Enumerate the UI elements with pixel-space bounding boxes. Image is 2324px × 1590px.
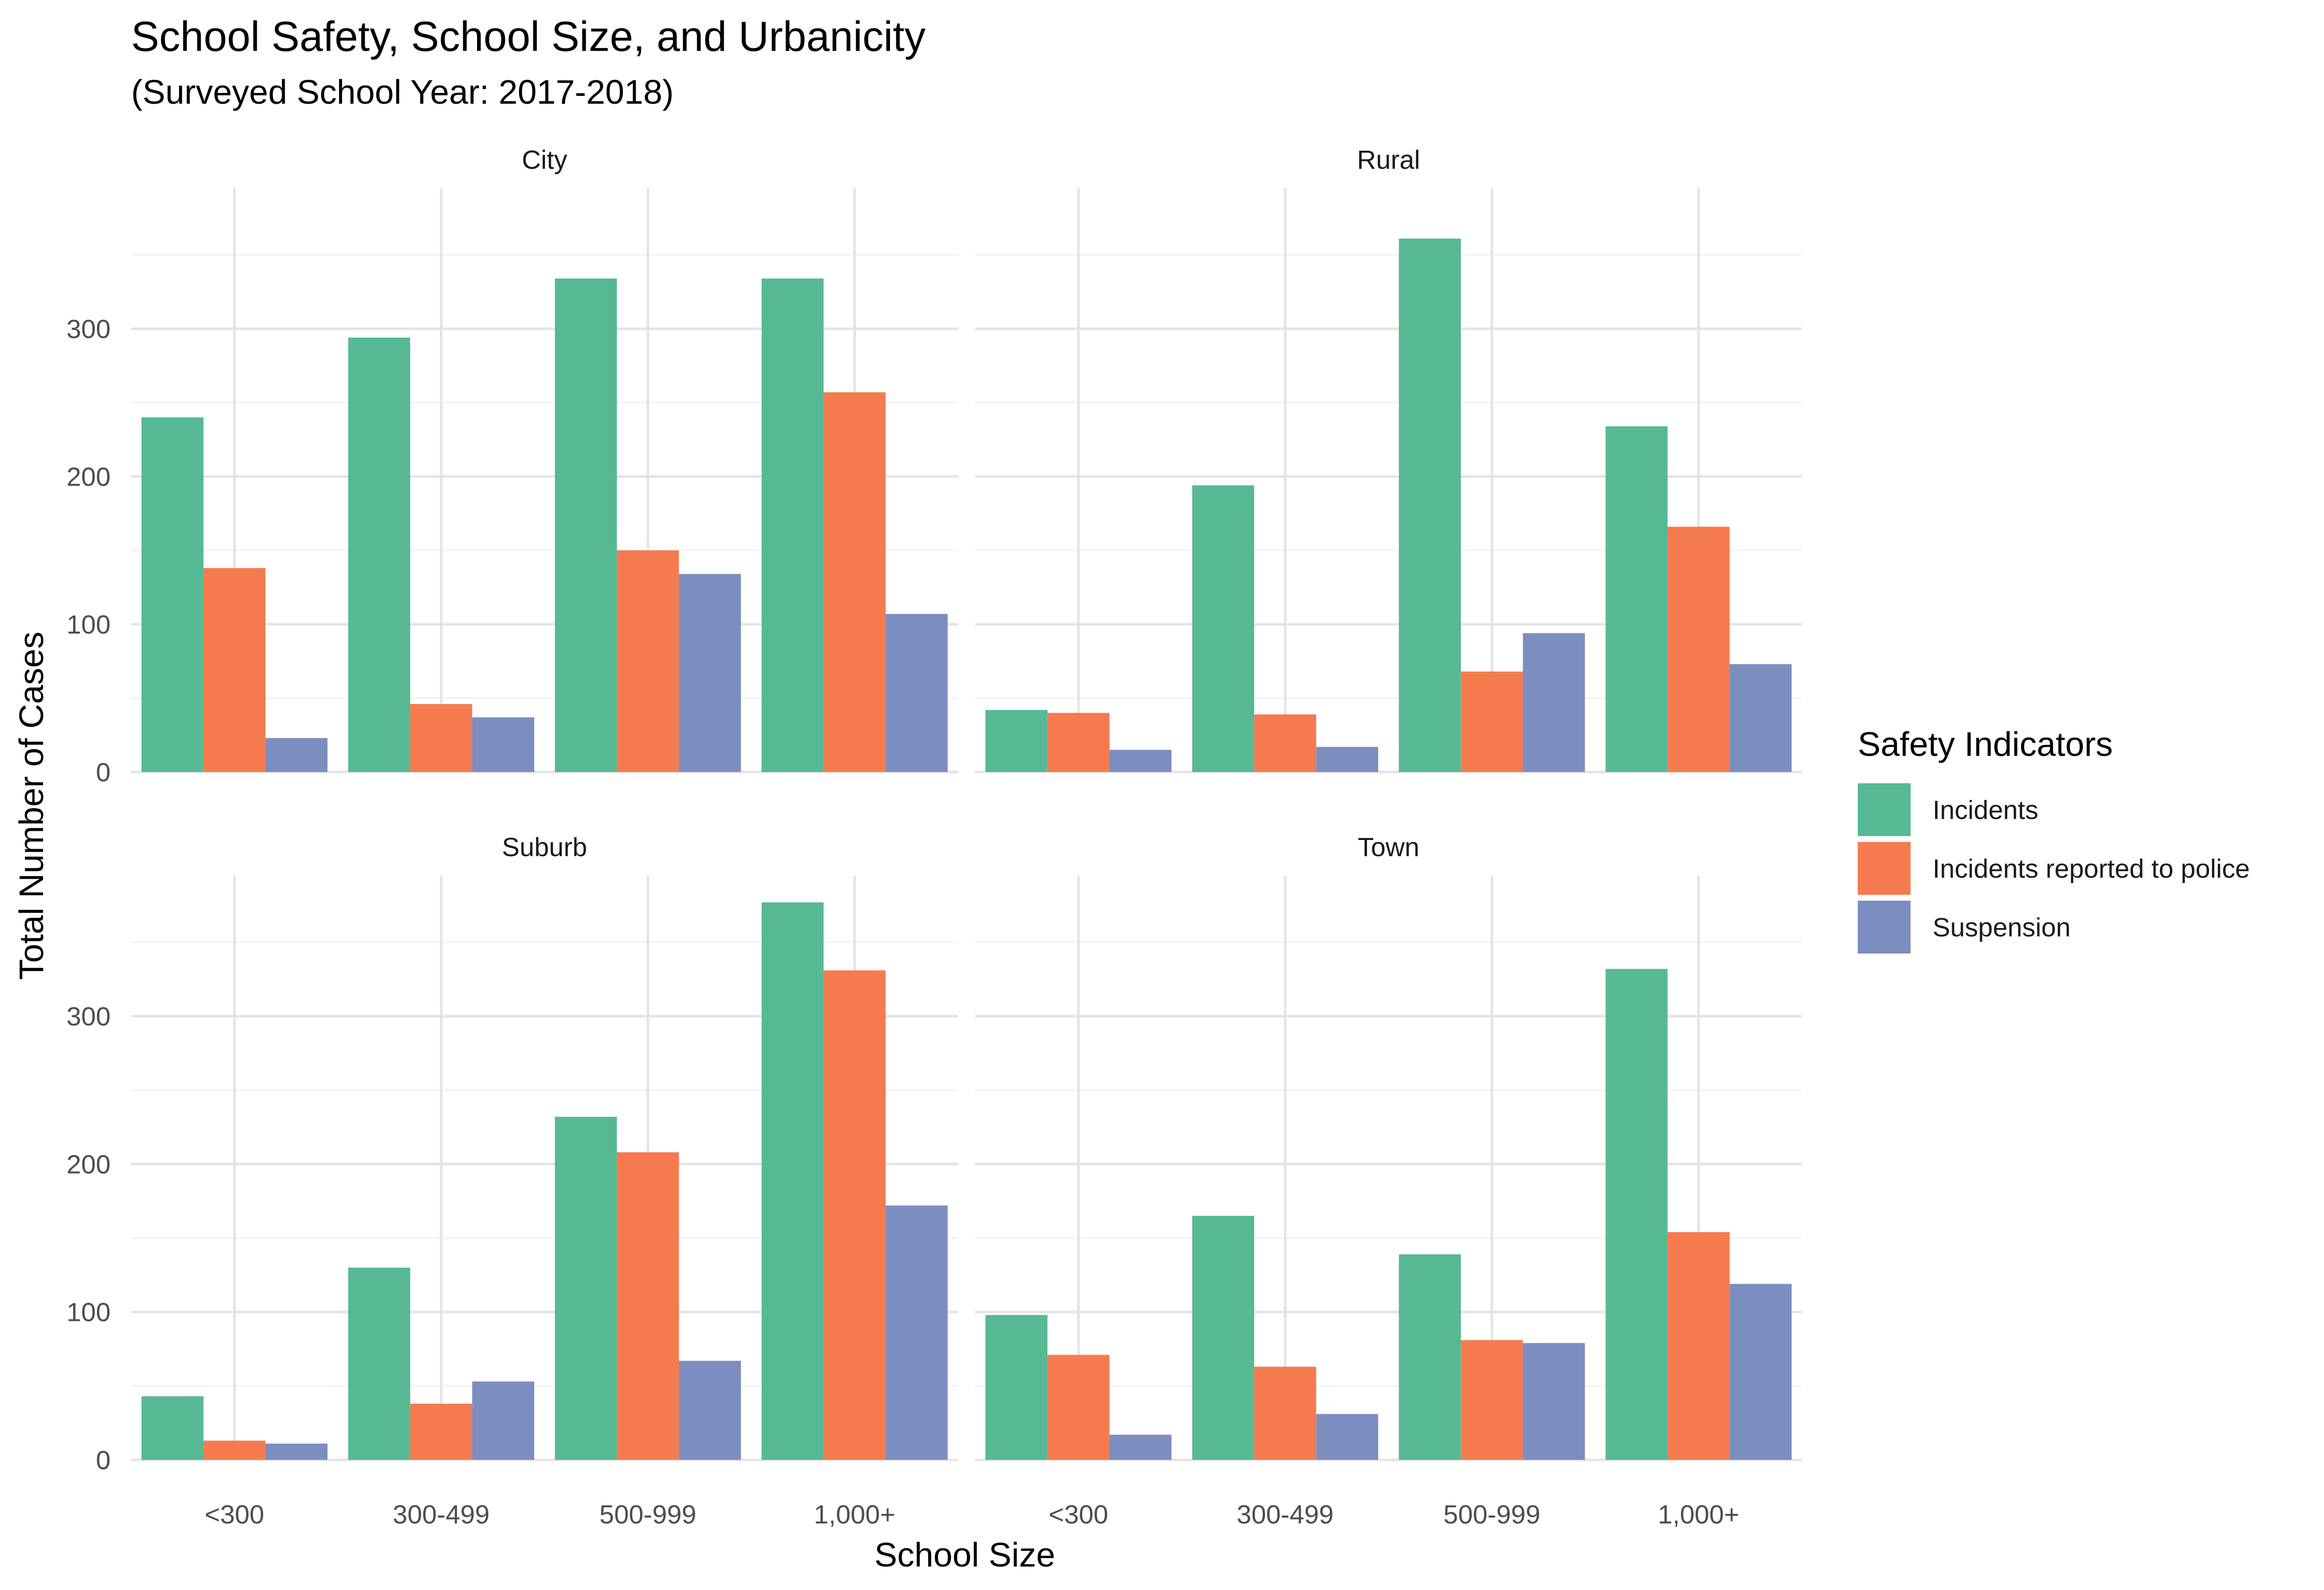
x-tick-label: <300 [205,1500,264,1529]
facet-panel-suburb: Suburb 0 100 200 300 <300 300-499 500-999 1,000+ [67,833,958,1529]
bar-suburb-suspension-4 [886,1205,948,1460]
x-tick-label: 300-499 [1237,1500,1334,1529]
bar-rural-incidents-2 [1192,485,1254,772]
legend-label: Incidents reported to police [1933,854,2250,884]
facet-panel-rural: Rural [975,145,1802,773]
y-axis-title: Total Number of Cases [12,632,50,980]
facet-panels: City 0 100 200 300 Rural Suburb 0 100 200 300 <300 3… [67,145,1802,1529]
bar-suburb-suspension-2 [472,1381,534,1460]
bar-suburb-incidents-4 [761,902,824,1460]
bar-suburb-incidents-reported-to-police-4 [823,970,886,1460]
bar-suburb-incidents-1 [141,1396,204,1460]
legend-swatch-suspension [1858,901,1911,954]
x-tick-label: <300 [1048,1500,1108,1529]
y-tick-label: 0 [96,758,111,787]
legend-swatch-incidents [1858,783,1911,836]
bar-town-incidents-1 [985,1315,1048,1460]
bar-rural-incidents-reported-to-police-1 [1047,713,1110,772]
bar-city-incidents-4 [761,278,824,772]
y-tick-label: 300 [67,1002,111,1031]
x-tick-label: 1,000+ [814,1500,895,1529]
y-tick-label: 0 [96,1446,111,1475]
y-tick-label: 100 [67,1298,111,1327]
bar-suburb-incidents-2 [348,1268,410,1460]
x-tick-label: 500-999 [1443,1500,1540,1529]
bar-suburb-suspension-3 [679,1361,741,1460]
facet-strip-label: Town [1358,833,1419,862]
chart-subtitle: (Surveyed School Year: 2017-2018) [131,73,674,111]
bar-town-incidents-2 [1192,1216,1254,1460]
legend-label: Suspension [1933,913,2071,942]
bar-city-incidents-3 [555,278,617,772]
bar-suburb-incidents-reported-to-police-2 [410,1404,473,1460]
bar-city-suspension-4 [886,613,948,772]
bar-city-suspension-1 [265,738,328,772]
bar-town-incidents-reported-to-police-4 [1667,1232,1730,1460]
bar-city-incidents-reported-to-police-3 [616,550,679,772]
bar-rural-suspension-2 [1316,747,1378,772]
bar-city-incidents-reported-to-police-1 [203,568,266,772]
bar-rural-incidents-4 [1605,426,1668,772]
bar-city-incidents-reported-to-police-2 [410,704,473,772]
bar-town-suspension-3 [1523,1343,1585,1460]
x-tick-label: 300-499 [393,1500,490,1529]
bar-suburb-incidents-reported-to-police-1 [203,1440,266,1460]
facet-panel-town: Town <300 300-499 500-999 1,000+ [975,833,1802,1529]
bar-town-suspension-2 [1316,1414,1378,1460]
bar-city-incidents-reported-to-police-4 [823,392,886,772]
bar-town-incidents-reported-to-police-2 [1254,1366,1317,1460]
bar-rural-incidents-reported-to-police-2 [1254,714,1317,772]
legend-label: Incidents [1933,795,2038,825]
legend-title: Safety Indicators [1858,725,2113,763]
bar-suburb-incidents-3 [555,1116,617,1460]
bar-town-incidents-reported-to-police-1 [1047,1355,1110,1460]
legend-items: Incidents Incidents reported to police Sus… [1858,783,2250,954]
bar-suburb-incidents-reported-to-police-3 [616,1152,679,1460]
bar-city-suspension-2 [472,717,534,772]
y-tick-label: 200 [67,1150,111,1179]
bar-rural-incidents-3 [1399,238,1461,772]
bar-rural-incidents-reported-to-police-3 [1460,671,1523,772]
bar-town-incidents-3 [1399,1254,1461,1460]
chart-title: School Safety, School Size, and Urbanici… [131,13,926,60]
bar-rural-incidents-reported-to-police-4 [1667,526,1730,772]
bar-city-incidents-2 [348,338,410,772]
y-tick-label: 200 [67,462,111,492]
bar-suburb-suspension-1 [265,1443,328,1460]
legend-swatch-incidents-reported-to-police [1858,842,1911,895]
bar-city-incidents-1 [141,417,204,772]
y-tick-label: 100 [67,610,111,639]
bar-rural-suspension-1 [1109,750,1172,772]
legend: Safety Indicators Incidents Incidents rep… [1858,725,2250,954]
facet-strip-label: Rural [1357,145,1420,175]
bar-city-suspension-3 [679,574,741,772]
bar-town-suspension-1 [1109,1434,1172,1460]
facet-strip-label: Suburb [502,833,587,862]
facet-panel-city: City 0 100 200 300 [67,145,958,787]
bar-rural-suspension-4 [1730,664,1792,772]
bar-town-incidents-4 [1605,969,1668,1460]
bar-rural-suspension-3 [1523,633,1585,772]
x-tick-label: 500-999 [599,1500,696,1529]
x-axis-title: School Size [874,1536,1055,1574]
x-tick-label: 1,000+ [1658,1500,1739,1529]
y-tick-label: 300 [67,315,111,344]
bar-rural-incidents-1 [985,710,1048,772]
bar-town-incidents-reported-to-police-3 [1460,1340,1523,1460]
bar-town-suspension-4 [1730,1284,1792,1460]
facet-strip-label: City [522,145,568,175]
